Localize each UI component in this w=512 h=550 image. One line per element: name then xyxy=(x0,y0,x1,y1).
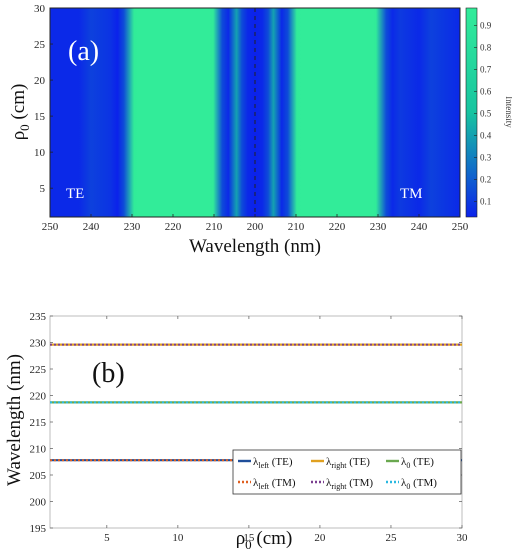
plot-b-x-tick-label: 30 xyxy=(457,532,469,544)
legend-symbol: λ xyxy=(253,456,259,468)
legend-symbol: λ xyxy=(253,477,259,489)
te-annotation: TE xyxy=(66,186,84,202)
heatmap-y-tick-label: 25 xyxy=(34,39,46,51)
legend-symbol: λ xyxy=(326,456,332,468)
plot-b-x-ticks: 5 10 15 20 25 30 xyxy=(104,316,468,544)
legend-entry: λright (TM) xyxy=(326,477,373,491)
legend-subscript: 0 xyxy=(406,461,410,470)
heatmap-x-tick-label: 230 xyxy=(124,221,141,233)
panel-a-label: (a) xyxy=(68,36,99,67)
plot-b-y-axis-label: Wavelength (nm) xyxy=(4,354,25,486)
heatmap-y-ticks: 5 10 15 20 25 30 xyxy=(34,3,53,195)
legend-box xyxy=(232,449,462,495)
legend-symbol: λ xyxy=(401,477,407,489)
heatmap-x-tick-label: 220 xyxy=(329,221,346,233)
heatmap-y-axis-label: ρ0 (cm) xyxy=(8,84,32,141)
heatmap-x-tick-label: 240 xyxy=(411,221,428,233)
plot-b-legend: λleft (TE) λright (TE) λ0 (TE)λleft (TM) λr… xyxy=(232,449,462,495)
legend-suffix: (TE) xyxy=(410,456,434,468)
legend-subscript: left xyxy=(258,461,269,470)
colorbar-ticks: 0.1 0.2 0.3 0.4 0.5 0.6 0.7 0.8 0.9 xyxy=(474,21,492,207)
legend-entry: λright (TE) xyxy=(326,456,370,470)
heatmap-y-tick-label: 30 xyxy=(34,3,46,15)
heatmap-x-ticks: 250 240 230 220 210 200 210 220 230 240 250 xyxy=(42,214,469,233)
plot-b-y-tick-label: 220 xyxy=(30,391,47,403)
heatmap-x-tick-label: 210 xyxy=(206,221,223,233)
heatmap-x-tick-label: 250 xyxy=(452,221,469,233)
legend-subscript: right xyxy=(331,461,347,470)
colorbar-tick-label: 0.1 xyxy=(480,197,491,207)
plot-b-y-tick-label: 215 xyxy=(30,417,47,429)
heatmap-y-tick-label: 15 xyxy=(34,111,46,123)
legend-symbol: λ xyxy=(326,477,332,489)
colorbar-tick-label: 0.5 xyxy=(480,109,492,119)
legend-entry: λ0 (TE) xyxy=(401,456,434,470)
legend-entry: λleft (TM) xyxy=(253,477,296,491)
plot-b-y-tick-label: 210 xyxy=(30,444,47,456)
plot-b-y-tick-label: 200 xyxy=(30,497,47,509)
heatmap-x-tick-label: 200 xyxy=(247,221,264,233)
plot-b-x-tick-label: 5 xyxy=(104,532,110,544)
legend-entry: λ0 (TM) xyxy=(401,477,437,491)
plot-b-x-axis-label: ρ0 (cm) xyxy=(236,528,293,550)
legend-suffix: (TM) xyxy=(269,477,296,489)
tm-annotation: TM xyxy=(400,186,423,202)
heatmap-x-tick-label: 250 xyxy=(42,221,59,233)
plot-b-y-tick-label: 235 xyxy=(30,311,47,323)
plot-b-x-tick-label: 20 xyxy=(314,532,326,544)
colorbar-tick-label: 0.2 xyxy=(480,175,491,185)
colorbar-label: Intensity xyxy=(504,96,512,128)
panel-b-label: (b) xyxy=(92,358,125,389)
heatmap-x-tick-label: 220 xyxy=(165,221,182,233)
legend-entry: λleft (TE) xyxy=(253,456,293,470)
heatmap-y-tick-label: 10 xyxy=(34,147,46,159)
heatmap-x-tick-label: 210 xyxy=(288,221,305,233)
plot-b-y-tick-label: 230 xyxy=(30,338,47,350)
plot-b-frame xyxy=(49,315,463,529)
legend-suffix: (TE) xyxy=(269,456,293,468)
legend-subscript: 0 xyxy=(406,482,410,491)
heatmap-x-tick-label: 240 xyxy=(83,221,100,233)
colorbar-tick-label: 0.9 xyxy=(480,21,492,31)
colorbar-tick-label: 0.8 xyxy=(480,43,492,53)
plot-b-x-tick-label: 10 xyxy=(172,532,184,544)
plot-b-y-tick-label: 195 xyxy=(30,523,47,535)
plot-b-x-tick-label: 25 xyxy=(385,532,397,544)
plot-b-y-ticks: 195 200 205 210 215 220 225 230 235 xyxy=(30,311,462,535)
plot-b-x-tick-label: 15 xyxy=(243,532,255,544)
legend-suffix: (TE) xyxy=(346,456,370,468)
heatmap-x-axis-label: Wavelength (nm) xyxy=(189,236,321,257)
colorbar-tick-label: 0.4 xyxy=(480,131,492,141)
heatmap-y-tick-label: 20 xyxy=(34,75,46,87)
legend-subscript: left xyxy=(258,482,269,491)
legend-suffix: (TM) xyxy=(410,477,437,489)
heatmap-x-tick-label: 230 xyxy=(370,221,387,233)
colorbar xyxy=(465,7,478,218)
plot-b-y-tick-label: 205 xyxy=(30,470,47,482)
heatmap-y-tick-label: 5 xyxy=(40,183,46,195)
colorbar-tick-label: 0.6 xyxy=(480,87,492,97)
legend-suffix: (TM) xyxy=(346,477,373,489)
legend-symbol: λ xyxy=(401,456,407,468)
colorbar-tick-label: 0.7 xyxy=(480,65,492,75)
colorbar-tick-label: 0.3 xyxy=(480,153,492,163)
plot-b-y-tick-label: 225 xyxy=(30,364,47,376)
legend-subscript: right xyxy=(331,482,347,491)
panel-a-heatmap: 250 240 230 220 210 200 210 220 230 240 250 5 10 15 2… xyxy=(8,3,512,257)
